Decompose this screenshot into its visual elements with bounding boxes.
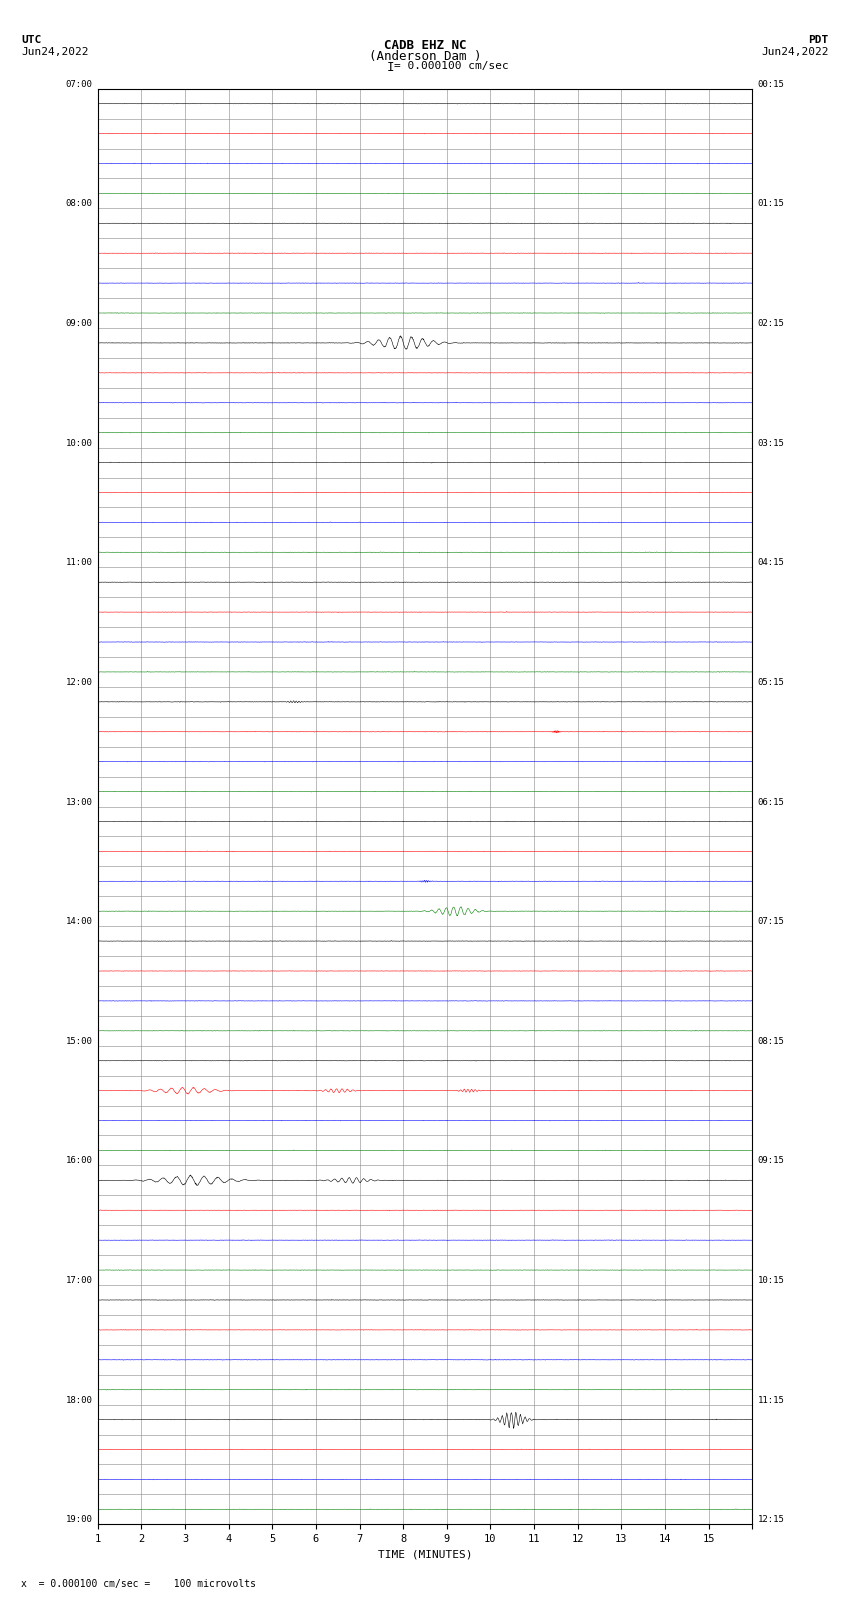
Text: 03:15: 03:15 bbox=[757, 439, 785, 448]
Text: 09:00: 09:00 bbox=[65, 319, 93, 327]
Text: 08:15: 08:15 bbox=[757, 1037, 785, 1045]
Text: 07:00: 07:00 bbox=[65, 79, 93, 89]
Text: 14:00: 14:00 bbox=[65, 918, 93, 926]
Text: Jun24,2022: Jun24,2022 bbox=[21, 47, 88, 56]
Text: CADB EHZ NC: CADB EHZ NC bbox=[383, 39, 467, 52]
Text: PDT: PDT bbox=[808, 35, 829, 45]
Text: Jun24,2022: Jun24,2022 bbox=[762, 47, 829, 56]
Text: 04:15: 04:15 bbox=[757, 558, 785, 568]
Text: 10:15: 10:15 bbox=[757, 1276, 785, 1286]
Text: = 0.000100 cm/sec: = 0.000100 cm/sec bbox=[394, 61, 508, 71]
Text: 06:15: 06:15 bbox=[757, 797, 785, 806]
X-axis label: TIME (MINUTES): TIME (MINUTES) bbox=[377, 1550, 473, 1560]
Text: UTC: UTC bbox=[21, 35, 42, 45]
Text: 19:00: 19:00 bbox=[65, 1515, 93, 1524]
Text: 01:15: 01:15 bbox=[757, 200, 785, 208]
Text: 05:15: 05:15 bbox=[757, 677, 785, 687]
Text: 16:00: 16:00 bbox=[65, 1157, 93, 1166]
Text: 17:00: 17:00 bbox=[65, 1276, 93, 1286]
Text: 00:15: 00:15 bbox=[757, 79, 785, 89]
Text: 08:00: 08:00 bbox=[65, 200, 93, 208]
Text: 12:00: 12:00 bbox=[65, 677, 93, 687]
Text: 07:15: 07:15 bbox=[757, 918, 785, 926]
Text: x  = 0.000100 cm/sec =    100 microvolts: x = 0.000100 cm/sec = 100 microvolts bbox=[21, 1579, 256, 1589]
Text: 13:00: 13:00 bbox=[65, 797, 93, 806]
Text: 10:00: 10:00 bbox=[65, 439, 93, 448]
Text: 18:00: 18:00 bbox=[65, 1395, 93, 1405]
Text: 15:00: 15:00 bbox=[65, 1037, 93, 1045]
Text: I: I bbox=[387, 61, 394, 74]
Text: 12:15: 12:15 bbox=[757, 1515, 785, 1524]
Text: 02:15: 02:15 bbox=[757, 319, 785, 327]
Text: 11:00: 11:00 bbox=[65, 558, 93, 568]
Text: 09:15: 09:15 bbox=[757, 1157, 785, 1166]
Text: (Anderson Dam ): (Anderson Dam ) bbox=[369, 50, 481, 63]
Text: 11:15: 11:15 bbox=[757, 1395, 785, 1405]
